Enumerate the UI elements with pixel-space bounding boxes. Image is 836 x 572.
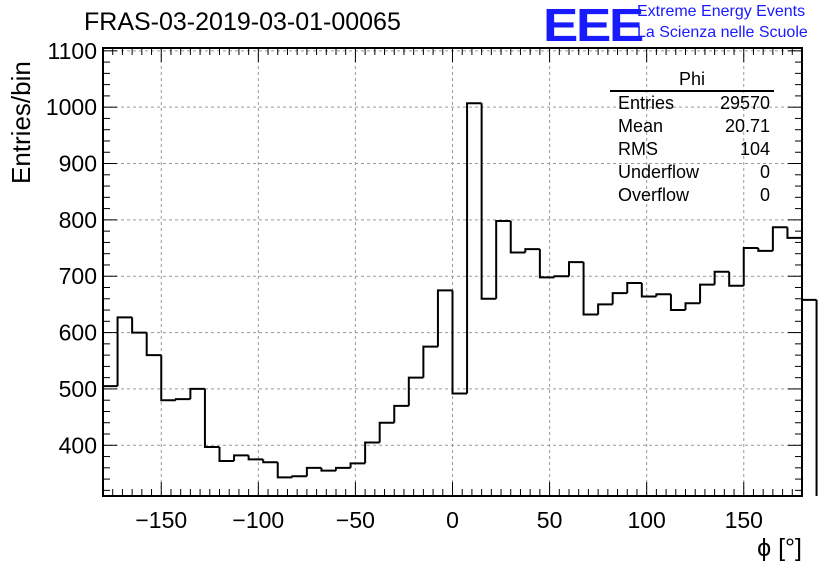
x-tick-label: −150 xyxy=(135,507,187,533)
histogram-bin xyxy=(436,289,453,347)
histogram-bin xyxy=(378,421,395,443)
stats-row-rms: RMS 104 xyxy=(610,138,770,161)
histogram-bin xyxy=(422,345,438,378)
histogram-bin xyxy=(626,281,642,294)
x-tick-label: 150 xyxy=(725,507,763,533)
histogram-bin xyxy=(320,467,336,472)
stats-row-mean: Mean 20.71 xyxy=(610,115,770,138)
histogram-bin xyxy=(364,441,380,464)
y-tick-label: 400 xyxy=(59,432,97,458)
histogram-bin xyxy=(291,475,307,478)
stats-label: Mean xyxy=(618,116,664,136)
histogram-bin xyxy=(480,103,497,300)
histogram-bin xyxy=(276,462,293,479)
histogram-bin xyxy=(247,455,264,461)
y-tick-label: 800 xyxy=(59,207,97,233)
stats-value: 0 xyxy=(759,185,770,205)
stats-title: Phi xyxy=(610,68,774,92)
histogram-bin xyxy=(699,283,715,304)
stats-value: 0 xyxy=(759,162,770,182)
histogram-bin xyxy=(451,290,468,395)
histogram-bin xyxy=(305,466,322,477)
histogram-bin xyxy=(466,102,482,394)
logo-tagline-2: La Scienza nelle Scuole xyxy=(637,24,808,41)
x-tick-label: −100 xyxy=(232,507,284,533)
stats-value: 20.71 xyxy=(724,116,770,136)
histogram-bin xyxy=(684,302,701,311)
x-tick-label: 100 xyxy=(627,507,665,533)
histogram-bin xyxy=(131,317,147,334)
x-tick-label: 0 xyxy=(446,507,459,533)
x-tick-label: −50 xyxy=(336,507,375,533)
stats-value: 104 xyxy=(739,139,770,159)
histogram-bin xyxy=(538,249,555,279)
histogram-bin xyxy=(669,294,686,312)
x-axis-label: ϕ [°] xyxy=(757,534,802,562)
histogram-bin xyxy=(189,387,205,400)
histogram-bin xyxy=(655,293,671,297)
histogram-bin xyxy=(407,376,424,406)
histogram-bin xyxy=(160,355,176,402)
histogram-bin xyxy=(801,237,817,301)
histogram-bin xyxy=(524,248,540,253)
histogram-bin xyxy=(145,332,162,357)
stats-row-entries: Entries 29570 xyxy=(610,92,770,115)
y-tick-label: 1000 xyxy=(46,94,97,120)
histogram-bin xyxy=(509,221,526,254)
stats-row-underflow: Underflow 0 xyxy=(610,161,770,184)
histogram-bin xyxy=(335,466,351,471)
stats-label: RMS xyxy=(618,139,658,159)
y-tick-label: 1100 xyxy=(48,38,97,64)
stats-label: Overflow xyxy=(618,185,690,205)
histogram-bin xyxy=(349,462,366,468)
y-tick-label: 900 xyxy=(59,151,97,177)
histogram-bin xyxy=(757,248,773,252)
histogram-bin xyxy=(495,220,511,299)
histogram-bin xyxy=(218,446,235,463)
histogram-bin xyxy=(771,226,788,251)
stats-label: Underflow xyxy=(618,162,700,182)
y-tick-label: 500 xyxy=(59,376,97,402)
histogram-bin xyxy=(262,459,278,464)
histogram-bin xyxy=(582,262,599,316)
histogram-bin xyxy=(728,271,744,287)
histogram-bin xyxy=(393,404,409,423)
stats-box: Phi Entries 29570 Mean 20.71 RMS 104 Und… xyxy=(610,68,774,207)
y-tick-label: 700 xyxy=(59,263,97,289)
eee-logo: EEE xyxy=(543,0,644,51)
histogram-bin xyxy=(553,275,569,278)
stats-label: Entries xyxy=(618,93,675,113)
histogram-bin xyxy=(640,282,657,298)
histogram-bin xyxy=(174,398,191,401)
y-tick-label: 600 xyxy=(59,320,97,346)
y-axis-label: Entries/bin xyxy=(6,61,36,184)
logo-tagline-1: Extreme Energy Events xyxy=(637,3,806,20)
plot-frame xyxy=(102,47,803,497)
histogram-bin xyxy=(713,270,730,285)
histogram-bin xyxy=(203,388,220,448)
histogram-bin xyxy=(786,227,802,239)
histogram-bin xyxy=(611,292,628,305)
histogram-bin xyxy=(568,261,584,277)
histogram-bin xyxy=(597,303,613,315)
histogram-bin xyxy=(233,454,249,462)
histogram-bin xyxy=(116,316,133,387)
x-tick-label: 50 xyxy=(537,507,563,533)
stats-value: 29570 xyxy=(719,93,770,113)
stats-row-overflow: Overflow 0 xyxy=(610,184,770,207)
chart-title: FRAS-03-2019-03-01-00065 xyxy=(84,8,401,36)
histogram-bin xyxy=(742,247,759,286)
